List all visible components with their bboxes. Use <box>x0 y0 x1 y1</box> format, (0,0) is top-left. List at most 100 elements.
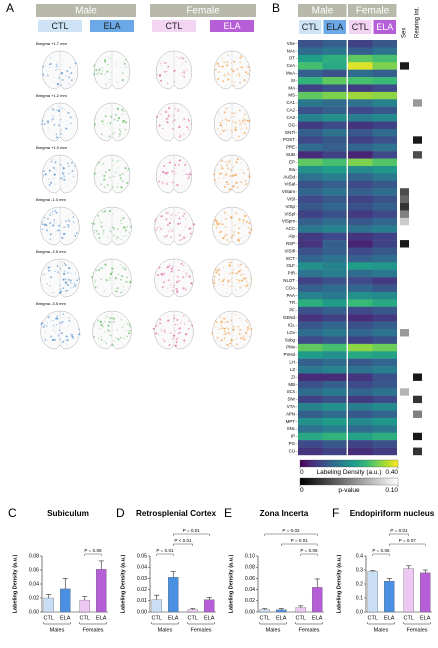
x-tick-label: CTL <box>152 615 162 621</box>
labeled-cell <box>188 228 190 230</box>
labeled-cell <box>178 108 179 110</box>
labeled-cell <box>158 74 162 77</box>
labeled-cell <box>176 318 179 322</box>
labeled-cell <box>124 267 127 271</box>
labeled-cell <box>246 72 250 76</box>
labeled-cell <box>116 337 119 340</box>
p-cell <box>400 62 409 70</box>
heatmap-cell <box>322 269 347 278</box>
labeled-cell <box>225 226 227 228</box>
heatmap-cell <box>322 151 347 159</box>
region-label: SI <box>291 78 295 83</box>
labeled-cell <box>165 182 169 186</box>
labeled-cell <box>46 74 49 77</box>
labeled-cell <box>110 58 112 60</box>
heatmap-cell <box>298 77 323 85</box>
region-label: CA1 <box>286 100 295 105</box>
labeled-cell <box>170 270 173 273</box>
section-label: Bregma +1.0 mm <box>36 145 67 150</box>
labeled-cell <box>182 72 184 74</box>
labeled-cell <box>228 119 230 122</box>
region-label: AIp <box>288 234 295 239</box>
labeled-cell <box>166 265 170 269</box>
labeled-cell <box>214 68 217 71</box>
region-label: MeA <box>286 71 295 76</box>
colorbar-tick-label: 0 <box>300 469 304 476</box>
labeled-cell <box>45 325 48 327</box>
labeled-cell <box>250 331 252 333</box>
labeled-cell <box>103 320 106 323</box>
labeled-cell <box>48 64 50 65</box>
labeled-cell <box>164 171 167 175</box>
labeled-cell <box>239 57 242 59</box>
labeled-cell <box>78 328 80 330</box>
labeled-cell <box>174 173 176 175</box>
labeled-cell <box>100 221 103 224</box>
labeled-cell <box>104 341 107 343</box>
labeled-cell <box>175 337 178 341</box>
labeled-cell <box>224 211 227 214</box>
y-tick-label: 0.3 <box>356 567 363 573</box>
region-label: GENd <box>283 315 296 320</box>
p-cell <box>413 143 422 152</box>
labeled-cell <box>227 327 230 330</box>
p-cell <box>413 165 422 174</box>
labeled-cell <box>250 277 252 280</box>
p-cell <box>400 262 409 270</box>
heatmap-cell <box>372 69 397 78</box>
heatmap-cell <box>298 210 323 219</box>
region-label: NAc <box>287 48 296 53</box>
labeled-cell <box>163 165 166 167</box>
labeled-cell <box>174 323 177 326</box>
labeled-cell <box>49 213 52 216</box>
labeled-cell <box>232 69 234 71</box>
heatmap-cell <box>322 47 347 56</box>
labeled-cell <box>243 172 246 175</box>
labeled-cell <box>240 181 243 183</box>
labeled-cell <box>108 56 110 58</box>
p-cell <box>400 299 409 307</box>
labeled-cell <box>217 269 220 272</box>
labeled-cell <box>64 278 67 280</box>
labeled-cell <box>177 269 179 271</box>
labeled-cell <box>158 322 161 325</box>
labeled-cell <box>187 173 190 176</box>
y-tick-label: 0.04 <box>29 581 39 587</box>
labeled-cell <box>247 65 250 69</box>
condition-header <box>373 20 396 34</box>
labeled-cell <box>111 135 113 137</box>
labeled-cell <box>155 324 158 327</box>
labeled-cell <box>217 273 219 275</box>
labeled-cell <box>55 169 57 171</box>
labeled-cell <box>58 321 61 324</box>
labeled-cell <box>122 267 124 269</box>
labeled-cell <box>62 340 65 344</box>
labeled-cell <box>70 79 73 82</box>
labeled-cell <box>51 159 53 161</box>
heatmap-cell <box>298 373 323 382</box>
region-label: SUB <box>286 152 295 157</box>
labeled-cell <box>124 229 127 232</box>
heatmap-cell <box>298 358 323 367</box>
labeled-cell <box>166 315 168 317</box>
labeled-cell <box>64 281 68 284</box>
labeled-cell <box>236 278 238 281</box>
labeled-cell <box>237 232 240 235</box>
x-tick-label: CTL <box>404 615 414 621</box>
heatmap-cell <box>322 158 347 167</box>
labeled-cell <box>60 84 62 86</box>
labeled-cell <box>230 67 232 69</box>
heatmap-cell <box>298 321 323 330</box>
labeled-cell <box>172 334 176 337</box>
heatmap-cell <box>372 388 397 396</box>
labeled-cell <box>48 169 51 172</box>
region-label: VISpl <box>285 211 296 216</box>
labeled-cell <box>232 217 234 219</box>
labeled-cell <box>216 222 218 224</box>
labeled-cell <box>184 122 186 124</box>
labeled-cell <box>52 167 55 170</box>
region-label: IIIa <box>289 167 296 172</box>
labeled-cell <box>185 60 187 63</box>
heatmap-cell <box>348 225 373 233</box>
p-cell <box>413 195 422 204</box>
